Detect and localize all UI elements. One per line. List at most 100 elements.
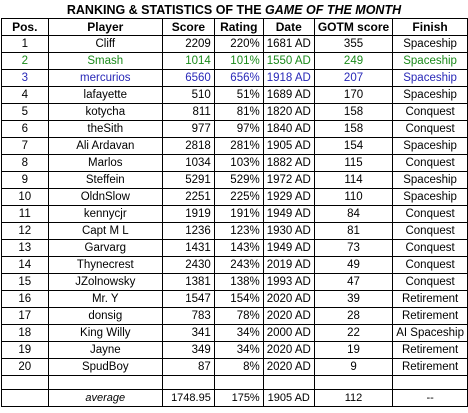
cell-finish: Spaceship — [392, 137, 468, 155]
table-row: 18 King Willy 341 34% 2000 AD 22 AI Spaceship — [1, 324, 468, 342]
cell-gotm-score: 81 — [313, 222, 394, 240]
table-row: 6 theSith 977 97% 1840 AD 158 Conquest — [1, 120, 468, 138]
cell-finish: Spaceship — [392, 69, 468, 87]
cell-pos: 12 — [1, 222, 49, 240]
cell-pos: 9 — [1, 171, 49, 189]
title-prefix: RANKING & STATISTICS OF THE — [66, 3, 266, 17]
cell-rating: 101% — [213, 52, 264, 70]
table-row: 10 OldnSlow 2251 225% 1929 AD 110 Spaceship — [1, 188, 468, 206]
cell-player: mercurios — [47, 69, 164, 87]
cell-finish: Conquest — [392, 222, 468, 240]
cell-pos: 3 — [1, 69, 49, 87]
average-label: average — [47, 389, 164, 407]
table-row: 19 Jayne 349 34% 2020 AD 19 Retirement — [1, 341, 468, 359]
cell-rating: 34% — [213, 341, 264, 359]
table-row: 5 kotycha 811 81% 1820 AD 158 Conquest — [1, 103, 468, 121]
cell-pos: 4 — [1, 86, 49, 104]
cell-player: Cliff — [47, 35, 164, 53]
cell-date: 1949 AD — [262, 205, 315, 223]
cell-score: 1034 — [162, 154, 215, 172]
cell-date: 2020 AD — [262, 290, 315, 308]
cell-score: 341 — [162, 324, 215, 342]
cell-player: Garvarg — [47, 239, 164, 257]
cell-score: 6560 — [162, 69, 215, 87]
cell-player: kotycha — [47, 103, 164, 121]
table-row: 12 Capt M L 1236 123% 1930 AD 81 Conquest — [1, 222, 468, 240]
cell-finish: Conquest — [392, 205, 468, 223]
cell-finish: Spaceship — [392, 86, 468, 104]
average-gotm: 112 — [313, 389, 394, 407]
cell-rating: 143% — [213, 239, 264, 257]
cell-score: 5291 — [162, 171, 215, 189]
cell-rating: 243% — [213, 256, 264, 274]
cell-pos: 14 — [1, 256, 49, 274]
table-row: 17 donsig 783 78% 2020 AD 28 Retirement — [1, 307, 468, 325]
table-row: 7 Ali Ardavan 2818 281% 1905 AD 154 Spaceship — [1, 137, 468, 155]
cell-player: Marlos — [47, 154, 164, 172]
cell-gotm-score: 114 — [313, 171, 394, 189]
cell-player: kennycjr — [47, 205, 164, 223]
cell-pos: 10 — [1, 188, 49, 206]
cell-date: 1681 AD — [262, 35, 315, 53]
cell-score: 811 — [162, 103, 215, 121]
cell-date: 1550 AD — [262, 52, 315, 70]
cell-rating: 220% — [213, 35, 264, 53]
cell-finish: Conquest — [392, 273, 468, 291]
cell-finish: Spaceship — [392, 52, 468, 70]
cell-player: Smash — [47, 52, 164, 70]
cell-date: 1993 AD — [262, 273, 315, 291]
table-row: 1 Cliff 2209 220% 1681 AD 355 Spaceship — [1, 35, 468, 53]
cell-pos: 18 — [1, 324, 49, 342]
table-row: 13 Garvarg 1431 143% 1949 AD 73 Conquest — [1, 239, 468, 257]
cell-rating: 281% — [213, 137, 264, 155]
cell-finish: Spaceship — [392, 171, 468, 189]
cell-date: 2020 AD — [262, 358, 315, 376]
cell-date: 1930 AD — [262, 222, 315, 240]
average-rating: 175% — [213, 389, 264, 407]
cell-rating: 8% — [213, 358, 264, 376]
table-row: 15 JZolnowsky 1381 138% 1993 AD 47 Conquest — [1, 273, 468, 291]
table-row: 14 Thynecrest 2430 243% 2019 AD 49 Conquest — [1, 256, 468, 274]
cell-rating: 34% — [213, 324, 264, 342]
cell-rating: 51% — [213, 86, 264, 104]
ranking-table: Pos. Player Score Rating Date GOTM score… — [1, 18, 468, 407]
cell-gotm-score: 9 — [313, 358, 394, 376]
spacer-cell — [213, 375, 264, 390]
cell-gotm-score: 39 — [313, 290, 394, 308]
cell-gotm-score: 207 — [313, 69, 394, 87]
cell-date: 1918 AD — [262, 69, 315, 87]
cell-pos: 13 — [1, 239, 49, 257]
cell-rating: 97% — [213, 120, 264, 138]
cell-rating: 103% — [213, 154, 264, 172]
cell-date: 2019 AD — [262, 256, 315, 274]
cell-date: 1929 AD — [262, 188, 315, 206]
cell-rating: 123% — [213, 222, 264, 240]
spacer-row — [1, 375, 468, 390]
cell-date: 2020 AD — [262, 341, 315, 359]
header-finish: Finish — [392, 18, 468, 36]
cell-date: 1840 AD — [262, 120, 315, 138]
spacer-cell — [262, 375, 315, 390]
average-score: 1748.95 — [162, 389, 215, 407]
cell-score: 2251 — [162, 188, 215, 206]
header-row: Pos. Player Score Rating Date GOTM score… — [1, 18, 468, 36]
cell-score: 2209 — [162, 35, 215, 53]
average-finish: -- — [392, 389, 468, 407]
cell-pos: 6 — [1, 120, 49, 138]
spacer-cell — [162, 375, 215, 390]
average-pos-cell — [1, 389, 49, 407]
cell-player: Thynecrest — [47, 256, 164, 274]
cell-rating: 78% — [213, 307, 264, 325]
cell-pos: 19 — [1, 341, 49, 359]
cell-pos: 15 — [1, 273, 49, 291]
cell-score: 783 — [162, 307, 215, 325]
cell-finish: Conquest — [392, 154, 468, 172]
cell-pos: 7 — [1, 137, 49, 155]
cell-gotm-score: 355 — [313, 35, 394, 53]
cell-gotm-score: 28 — [313, 307, 394, 325]
cell-pos: 2 — [1, 52, 49, 70]
cell-gotm-score: 110 — [313, 188, 394, 206]
cell-rating: 154% — [213, 290, 264, 308]
cell-finish: Retirement — [392, 358, 468, 376]
header-pos: Pos. — [1, 18, 49, 36]
